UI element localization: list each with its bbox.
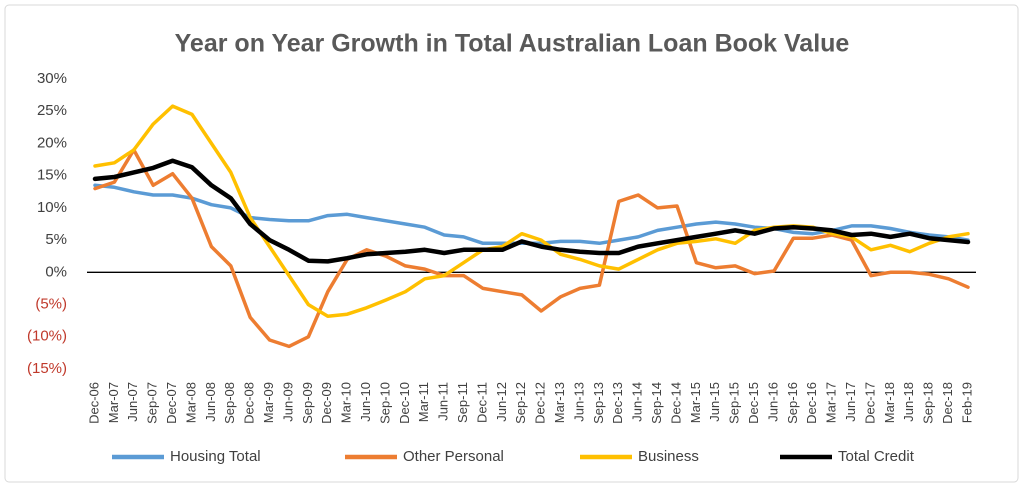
x-tick-label: Jun-18 [901,382,916,422]
x-tick-label: Sep-07 [145,382,160,424]
x-tick-label: Feb-19 [959,382,974,423]
x-tick-label: Mar-17 [824,382,839,423]
y-tick-label: 10% [37,199,67,216]
x-tick-label: Jun-15 [707,382,722,422]
x-tick-label: Sep-15 [727,382,742,424]
x-tick-label: Jun-10 [358,382,373,422]
x-tick-label: Mar-10 [339,382,354,423]
y-tick-label: 20% [37,134,67,151]
x-tick-label: Sep-08 [222,382,237,424]
x-tick-label: Dec-15 [746,382,761,424]
x-tick-label: Sep-18 [921,382,936,424]
x-tick-label: Mar-11 [416,382,431,422]
chart-title: Year on Year Growth in Total Australian … [175,30,850,58]
legend-label: Other Personal [403,448,504,465]
x-tick-label: Sep-14 [649,382,664,424]
x-tick-label: Dec-10 [397,382,412,424]
y-tick-label: (15%) [27,360,67,377]
x-tick-label: Sep-12 [513,382,528,424]
y-tick-label: 15% [37,167,67,184]
x-tick-label: Dec-09 [319,382,334,424]
x-tick-label: Jun-13 [571,382,586,422]
y-tick-label: 30% [37,70,67,87]
x-tick-label: Dec-07 [164,382,179,424]
x-tick-label: Jun-09 [280,382,295,422]
legend-label: Business [638,448,699,465]
x-tick-label: Jun-07 [125,382,140,422]
x-tick-label: Mar-07 [106,382,121,423]
legend-label: Total Credit [838,448,915,465]
x-tick-label: Dec-13 [610,382,625,424]
x-tick-label: Sep-10 [377,382,392,424]
x-tick-label: Dec-17 [862,382,877,424]
x-tick-label: Jun-16 [765,382,780,422]
x-tick-label: Jun-08 [203,382,218,422]
x-tick-label: Mar-08 [183,382,198,423]
legend-label: Housing Total [170,448,261,465]
series-line [92,158,971,264]
x-tick-label: Sep-16 [785,382,800,424]
y-tick-label: 25% [37,102,67,119]
x-tick-label: Dec-06 [86,382,101,424]
x-tick-label: Sep-11 [455,382,470,423]
x-tick-label: Dec-16 [804,382,819,424]
x-tick-label: Dec-11 [474,382,489,423]
x-tick-label: Sep-09 [300,382,315,424]
x-tick-label: Dec-12 [533,382,548,424]
x-tick-label: Jun-14 [630,382,645,422]
x-tick-label: Mar-09 [261,382,276,423]
x-tick-label: Jun-17 [843,382,858,422]
x-tick-label: Dec-18 [940,382,955,424]
x-tick-label: Mar-18 [882,382,897,423]
x-tick-label: Dec-08 [242,382,257,424]
y-tick-label: (10%) [27,328,67,345]
x-tick-label: Mar-13 [552,382,567,423]
y-tick-label: 0% [45,263,67,280]
y-tick-label: (5%) [35,296,67,313]
y-tick-label: 5% [45,231,67,248]
series-line [93,148,970,349]
x-tick-label: Jun-11 [436,382,451,421]
x-tick-label: Mar-15 [688,382,703,423]
x-tick-label: Dec-14 [668,382,683,424]
x-tick-label: Jun-12 [494,382,509,422]
x-tick-label: Sep-13 [591,382,606,424]
